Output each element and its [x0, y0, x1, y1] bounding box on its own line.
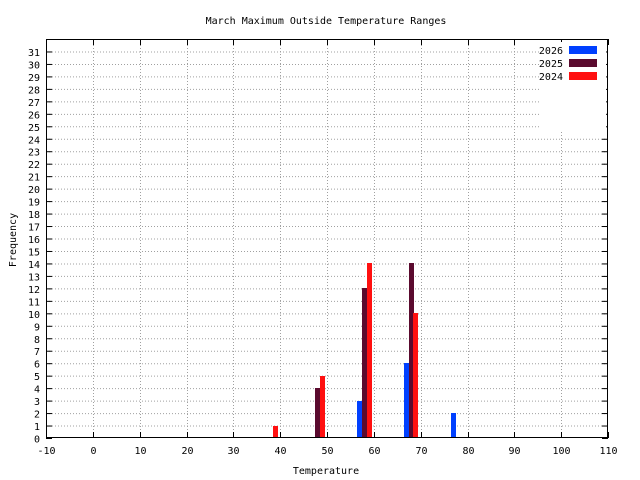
- y-tick-label: 8: [34, 335, 40, 346]
- y-tick-label: 17: [28, 223, 40, 234]
- x-tick-label: 100: [552, 446, 570, 457]
- y-axis-title: Frequency: [8, 213, 19, 267]
- x-tick-label: 0: [90, 446, 96, 457]
- chart-title: March Maximum Outside Temperature Ranges: [206, 16, 447, 27]
- bar-2025: [315, 388, 320, 438]
- y-tick-label: 16: [28, 235, 40, 246]
- y-tick-label: 3: [34, 397, 40, 408]
- bar-2025: [362, 288, 367, 438]
- bar-2024: [367, 263, 372, 438]
- legend-swatch: [569, 72, 597, 80]
- legend-background: [540, 42, 606, 132]
- y-tick-label: 20: [28, 185, 40, 196]
- legend-label: 2026: [539, 46, 563, 57]
- x-tick-label: 90: [508, 446, 520, 457]
- y-tick-label: 5: [34, 372, 40, 383]
- legend: 2026 2025 2024: [539, 42, 606, 132]
- y-tick-label: 27: [28, 98, 40, 109]
- y-tick-label: 19: [28, 198, 40, 209]
- y-tick-label: 0: [34, 435, 40, 446]
- y-tick-label: 13: [28, 272, 40, 283]
- y-tick-label: 1: [34, 422, 40, 433]
- y-tick-label: 29: [28, 73, 40, 84]
- bar-2024: [413, 313, 418, 438]
- y-tick-label: 14: [28, 260, 40, 271]
- x-tick-label: 80: [462, 446, 474, 457]
- y-tick-label: 28: [28, 85, 40, 96]
- y-tick-label: 2: [34, 410, 40, 421]
- legend-swatch: [569, 59, 597, 67]
- y-tick-label: 26: [28, 110, 40, 121]
- y-tick-label: 30: [28, 60, 40, 71]
- bar-2026: [404, 363, 409, 438]
- x-tick-label: 30: [227, 446, 239, 457]
- bar-2026: [357, 401, 362, 438]
- y-tick-label: 11: [28, 297, 40, 308]
- x-axis-title: Temperature: [293, 466, 359, 477]
- x-tick-label: 10: [134, 446, 146, 457]
- bar-2024: [320, 376, 325, 438]
- x-tick-label: 50: [321, 446, 333, 457]
- legend-swatch: [569, 46, 597, 54]
- grid-lines: [46, 39, 608, 438]
- y-tick-label: 10: [28, 310, 40, 321]
- y-tick-label: 12: [28, 285, 40, 296]
- legend-label: 2025: [539, 59, 563, 70]
- x-tick-label: -10: [37, 446, 55, 457]
- bar-2024: [273, 426, 278, 438]
- y-tick-label: 15: [28, 247, 40, 258]
- bar-2026: [451, 413, 456, 438]
- axis-ticks: 0123456789101112131415161718192021222324…: [28, 39, 618, 457]
- y-tick-label: 9: [34, 322, 40, 333]
- y-tick-label: 22: [28, 160, 40, 171]
- bars-group: [273, 263, 456, 438]
- x-tick-label: 70: [415, 446, 427, 457]
- x-tick-label: 60: [368, 446, 380, 457]
- y-tick-label: 4: [34, 385, 40, 396]
- x-tick-label: 110: [599, 446, 617, 457]
- y-tick-label: 23: [28, 148, 40, 159]
- x-tick-label: 40: [274, 446, 286, 457]
- x-tick-label: 20: [181, 446, 193, 457]
- y-tick-label: 21: [28, 173, 40, 184]
- y-tick-label: 6: [34, 360, 40, 371]
- y-tick-label: 31: [28, 48, 40, 59]
- legend-label: 2024: [539, 72, 563, 83]
- y-tick-label: 18: [28, 210, 40, 221]
- y-tick-label: 24: [28, 135, 40, 146]
- bar-2025: [409, 263, 414, 438]
- y-tick-label: 25: [28, 123, 40, 134]
- y-tick-label: 7: [34, 347, 40, 358]
